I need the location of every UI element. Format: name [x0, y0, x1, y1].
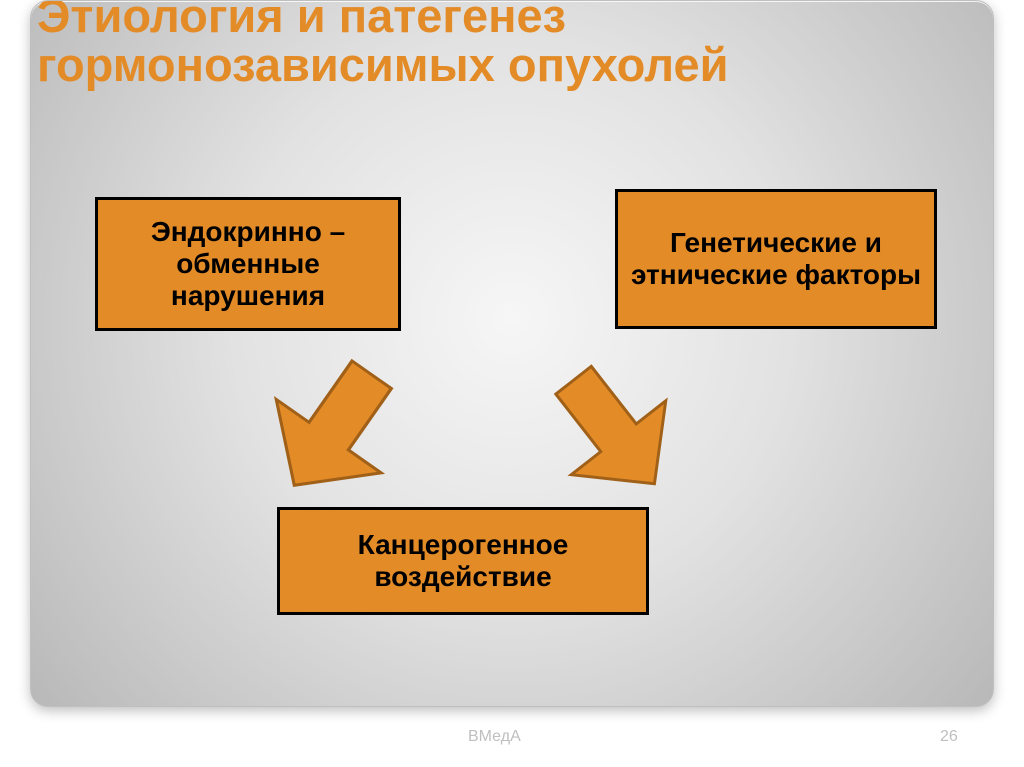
- footer-source: ВМедА: [468, 728, 521, 746]
- slide-title: Этиология и патегенез гормонозависимых о…: [37, 0, 983, 90]
- footer-page-number: 26: [940, 728, 958, 746]
- slide-inner: Этиология и патегенез гормонозависимых о…: [30, 0, 994, 707]
- box-endocrine: Эндокринно – обменные нарушения: [95, 197, 401, 331]
- slide-outer: Этиология и патегенез гормонозависимых о…: [0, 0, 1024, 767]
- arrow-left: [224, 323, 441, 538]
- box-genetic: Генетические и этнические факторы: [615, 189, 937, 329]
- arrow-right: [510, 328, 718, 535]
